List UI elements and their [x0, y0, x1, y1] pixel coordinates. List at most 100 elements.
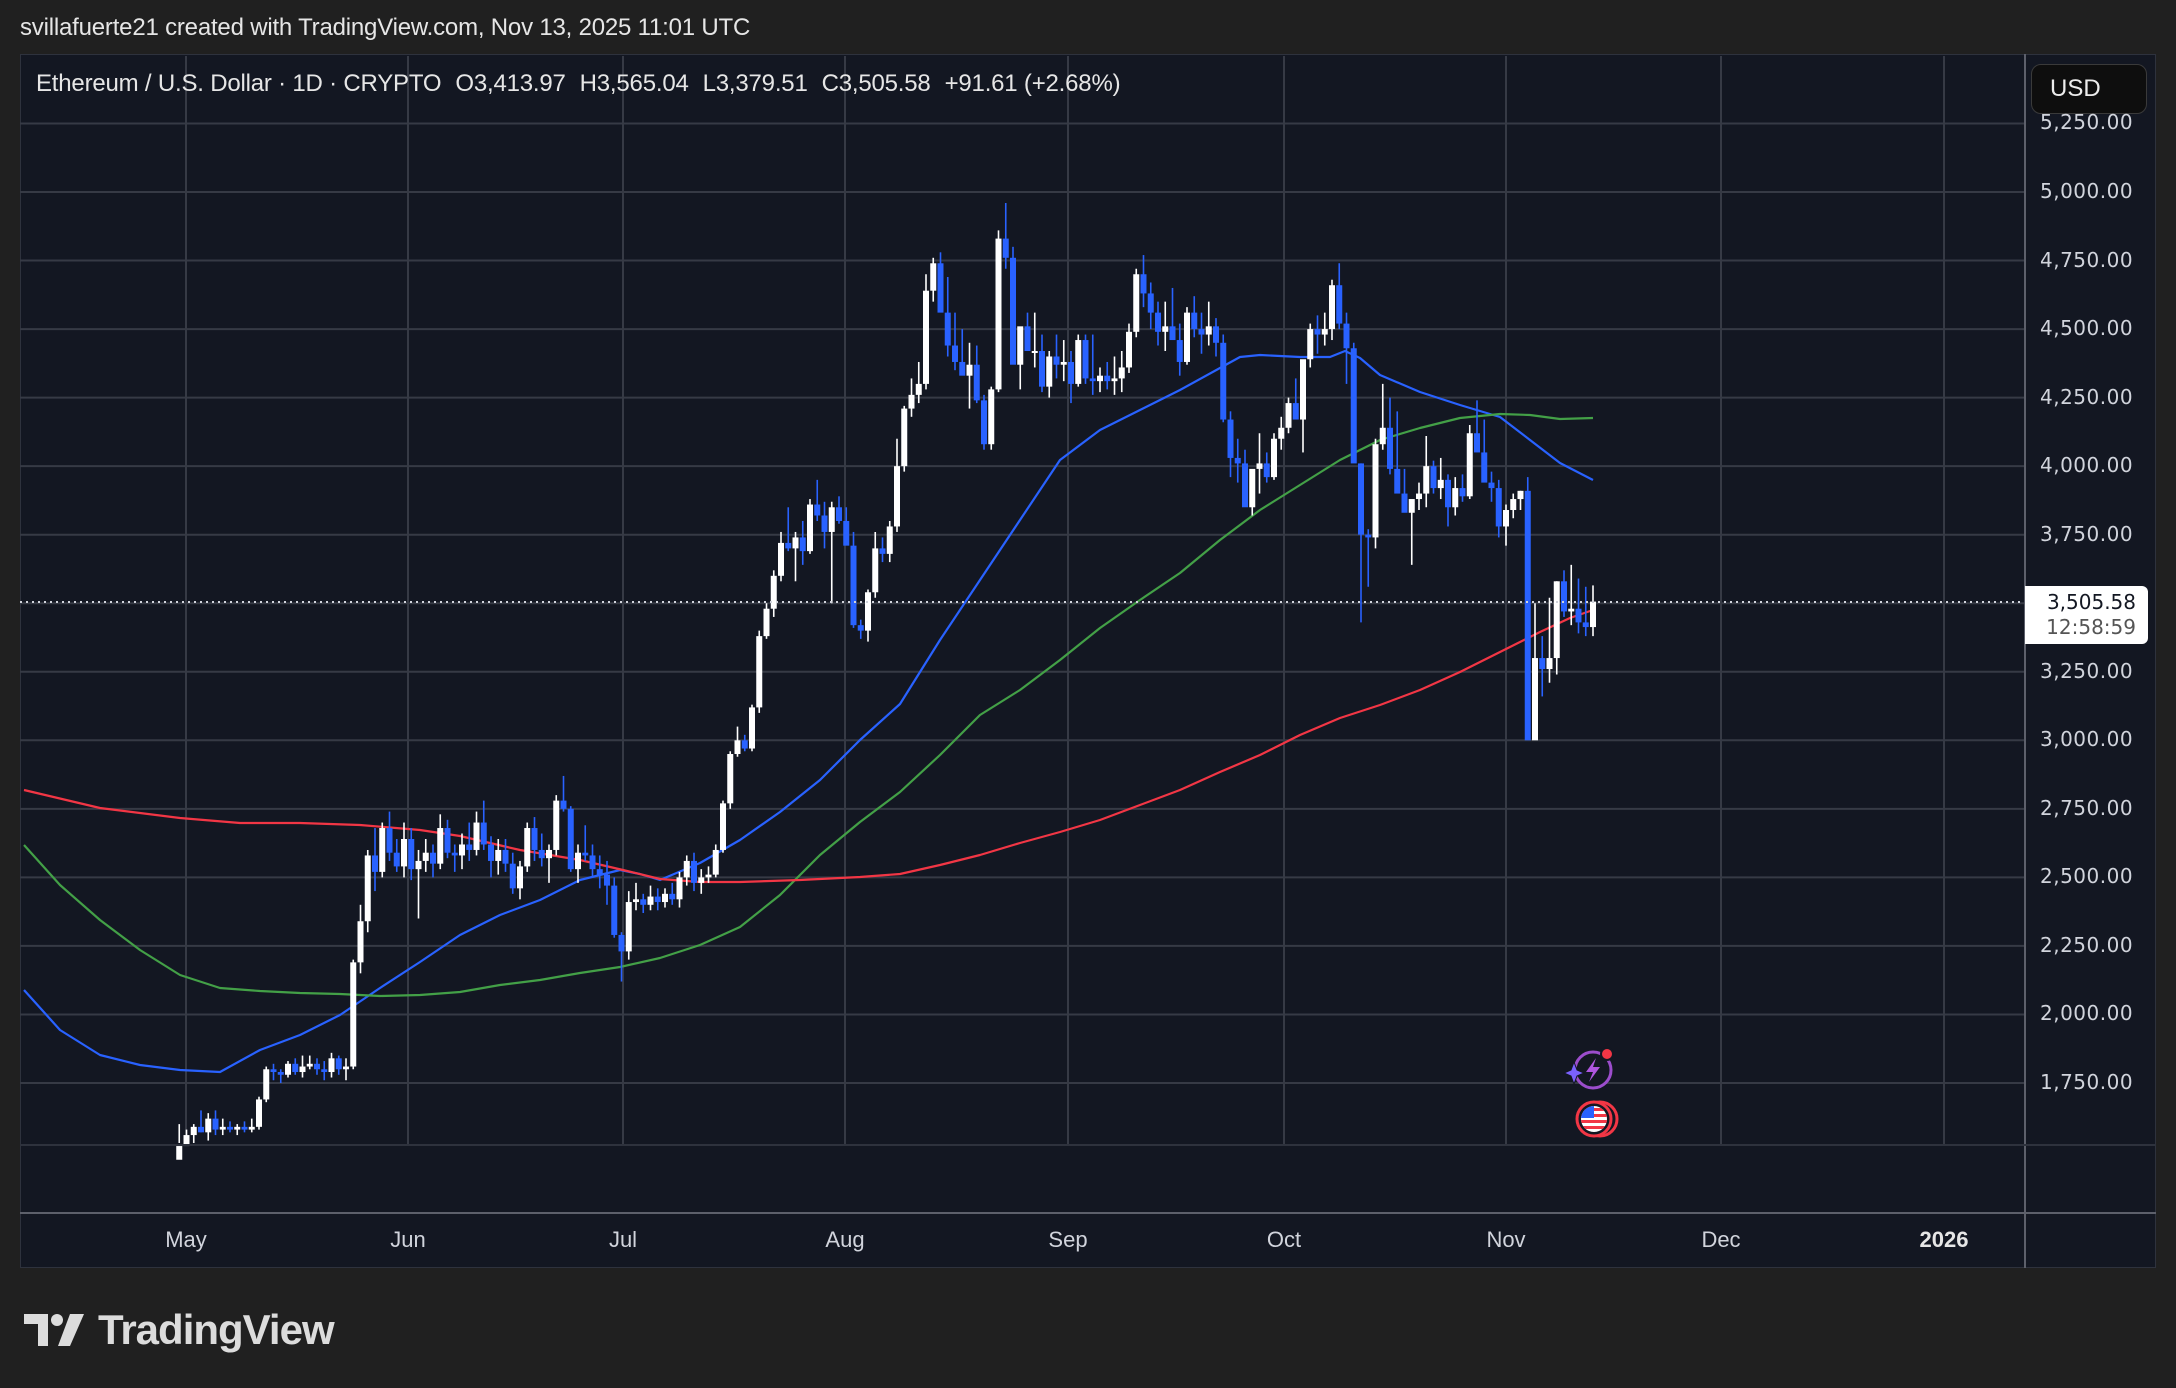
- last-price-tag: 3,505.58 12:58:59: [2025, 586, 2148, 644]
- candle-body: [1401, 493, 1408, 513]
- candle-body: [1147, 293, 1154, 313]
- candle-body: [923, 290, 929, 384]
- close-value: C3,505.58: [821, 70, 931, 97]
- candle-body: [1423, 466, 1430, 494]
- candle-body: [306, 1063, 313, 1067]
- candle-body: [865, 592, 871, 631]
- events-indicator[interactable]: [1560, 1044, 1630, 1154]
- candle-body: [930, 263, 937, 291]
- price-axis-label: 2,000.00: [2040, 1001, 2134, 1026]
- candle-body: [509, 863, 516, 889]
- time-axis-label: Sep: [1048, 1227, 1088, 1252]
- candle-body: [1495, 488, 1502, 527]
- candle-body: [944, 312, 951, 346]
- candle-body: [1060, 361, 1067, 365]
- candle-body: [1430, 466, 1437, 489]
- tradingview-logo[interactable]: TradingView: [24, 1306, 335, 1354]
- candle-body: [473, 822, 480, 850]
- price-axis-label: 5,000.00: [2040, 179, 2134, 203]
- candle-body: [988, 389, 995, 445]
- candle-body: [198, 1126, 204, 1133]
- candle-body: [1445, 479, 1451, 508]
- currency-button[interactable]: USD: [2031, 64, 2147, 114]
- candle-body: [314, 1063, 320, 1070]
- candle-body: [647, 896, 654, 905]
- price-axis-label: 2,750.00: [2040, 795, 2134, 820]
- candle-body: [415, 860, 422, 870]
- price-axis-label: 2,250.00: [2040, 932, 2134, 957]
- candle-body: [1437, 479, 1444, 489]
- candle-body: [575, 852, 581, 870]
- candle-body: [1133, 274, 1140, 332]
- candle-body: [437, 828, 444, 864]
- candle-body: [705, 874, 712, 878]
- price-axis-label: 5,250.00: [2040, 110, 2134, 135]
- candle-body: [611, 885, 618, 935]
- candle-body: [1017, 326, 1024, 365]
- candle-body: [422, 852, 429, 861]
- candle-body: [277, 1072, 284, 1075]
- candle-body: [1379, 427, 1386, 445]
- bar-countdown: 12:58:59: [2046, 615, 2136, 639]
- candle-body: [517, 866, 523, 889]
- candle-body: [778, 542, 784, 576]
- candle-body: [828, 507, 835, 532]
- candle-body: [1191, 312, 1198, 330]
- candle-body: [1140, 274, 1147, 294]
- price-axis-label: 4,250.00: [2040, 384, 2134, 409]
- candle-body: [1097, 375, 1103, 382]
- candle-body: [227, 1126, 233, 1130]
- candle-body: [1575, 608, 1582, 623]
- candle-body: [372, 855, 378, 872]
- price-axis-label: 3,750.00: [2040, 521, 2134, 546]
- chart-frame: [20, 54, 2156, 1268]
- candle-body: [952, 345, 958, 362]
- time-axis-label: 2026: [1919, 1227, 1969, 1252]
- candle-body: [1184, 312, 1190, 362]
- lightning-event-icon[interactable]: [1562, 1047, 1614, 1090]
- candle-body: [1590, 601, 1596, 628]
- candle-body: [285, 1063, 291, 1075]
- candle-body: [915, 383, 922, 395]
- symbol-name: Ethereum / U.S. Dollar · 1D · CRYPTO: [36, 70, 442, 97]
- candle-body: [393, 852, 400, 867]
- candle-body: [785, 542, 792, 549]
- candle-body: [662, 893, 668, 903]
- candle-body: [886, 526, 893, 554]
- candle-body: [1292, 403, 1299, 420]
- candle-body: [973, 364, 980, 401]
- candle-body: [343, 1066, 349, 1070]
- candle-body: [1111, 378, 1118, 382]
- candle-body: [1452, 488, 1459, 508]
- candle-body: [1234, 457, 1241, 464]
- change-value: +91.61 (+2.68%): [944, 70, 1121, 97]
- time-axis-label: Nov: [1486, 1227, 1526, 1252]
- candle-body: [1155, 312, 1161, 332]
- candle-body: [567, 808, 574, 870]
- candle-body: [1510, 499, 1517, 511]
- candle-body: [524, 828, 531, 867]
- candle-body: [734, 740, 741, 755]
- candle-body: [1394, 468, 1401, 494]
- grid-lines: [20, 56, 2025, 1145]
- candle-body: [712, 849, 719, 875]
- candle-body: [1031, 351, 1038, 354]
- candle-body: [546, 849, 552, 859]
- time-axis-label: Jun: [390, 1227, 426, 1252]
- candle-body: [937, 263, 944, 313]
- candle-body: [698, 877, 705, 883]
- candle-body: [1010, 257, 1016, 365]
- candle-body: [1002, 238, 1009, 258]
- candle-body: [502, 849, 509, 864]
- candle-body: [1568, 608, 1575, 612]
- candle-body: [1314, 329, 1321, 335]
- candle-body: [205, 1118, 212, 1133]
- candle-body: [582, 852, 589, 856]
- candle-body: [1118, 367, 1125, 379]
- candle-body: [640, 899, 647, 905]
- tradingview-logo-text: TradingView: [98, 1306, 335, 1353]
- us-flag-event-icon[interactable]: [1575, 1100, 1619, 1138]
- candle-body: [1524, 490, 1531, 741]
- candle-body: [408, 838, 415, 870]
